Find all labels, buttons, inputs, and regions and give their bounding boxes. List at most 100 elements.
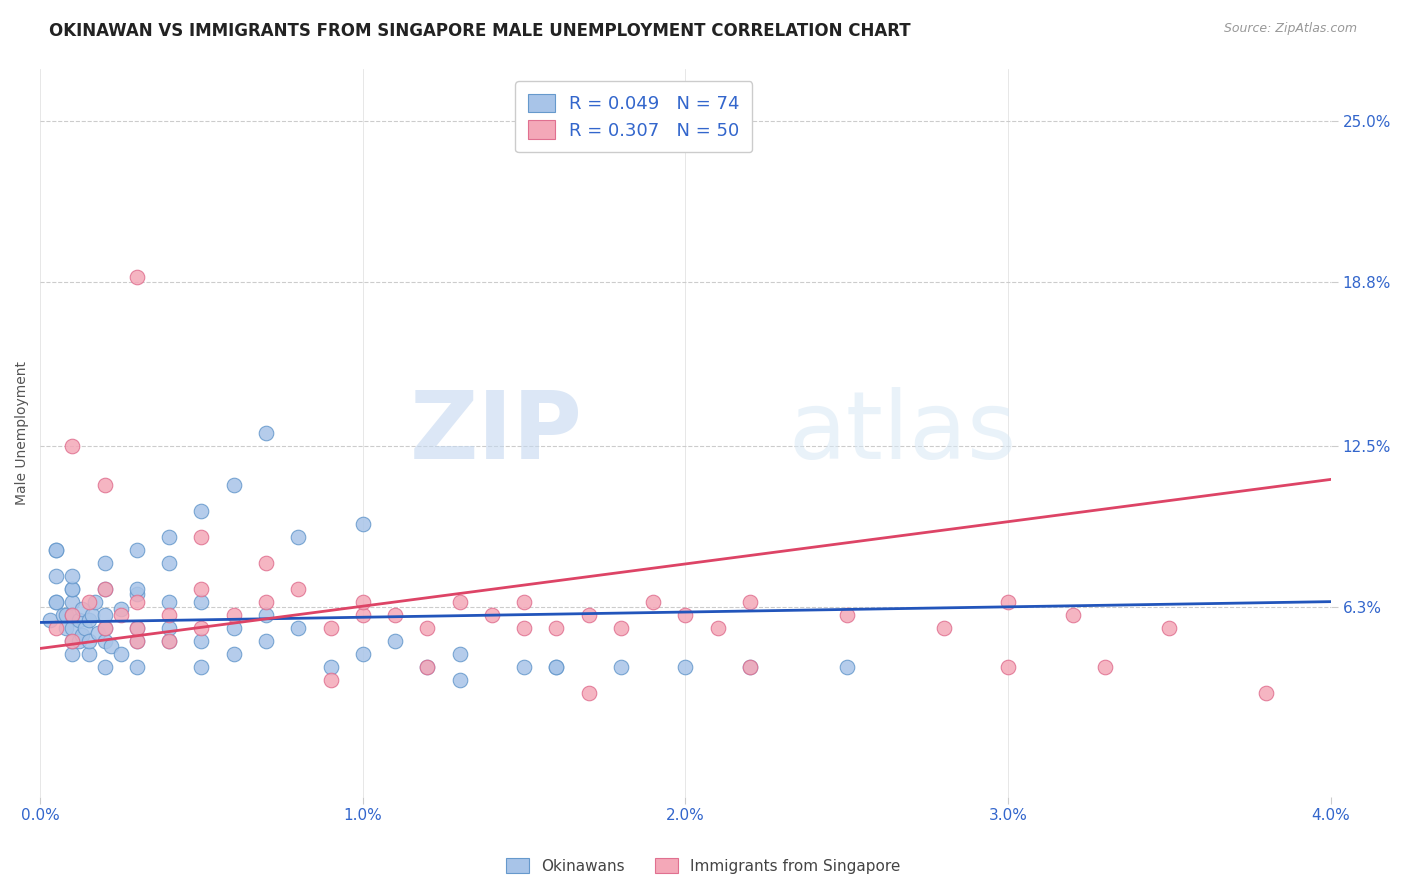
Point <box>70 602 93 616</box>
Point <box>70 628 93 642</box>
Point <box>55 607 77 622</box>
Point <box>610 659 633 673</box>
Point <box>77 613 100 627</box>
Point <box>60 594 83 608</box>
Point <box>52 607 75 622</box>
Point <box>190 582 212 596</box>
Point <box>157 633 180 648</box>
Point <box>449 647 471 661</box>
Point <box>222 607 245 622</box>
Point <box>1062 607 1084 622</box>
Point <box>352 594 374 608</box>
Point <box>222 621 245 635</box>
Point <box>110 602 132 616</box>
Point <box>157 556 180 570</box>
Point <box>93 633 115 648</box>
Point <box>254 556 277 570</box>
Point <box>287 530 309 544</box>
Point <box>738 594 761 608</box>
Point <box>352 647 374 661</box>
Point <box>190 659 212 673</box>
Point <box>675 607 697 622</box>
Point <box>125 587 148 601</box>
Text: ZIP: ZIP <box>409 386 582 479</box>
Point <box>93 621 115 635</box>
Point <box>449 594 471 608</box>
Point <box>125 542 148 557</box>
Point <box>738 659 761 673</box>
Point <box>67 613 90 627</box>
Point <box>60 621 83 635</box>
Point <box>416 659 439 673</box>
Text: OKINAWAN VS IMMIGRANTS FROM SINGAPORE MALE UNEMPLOYMENT CORRELATION CHART: OKINAWAN VS IMMIGRANTS FROM SINGAPORE MA… <box>49 22 911 40</box>
Point <box>513 659 536 673</box>
Point <box>157 607 180 622</box>
Point <box>546 659 568 673</box>
Point <box>125 633 148 648</box>
Point <box>835 607 858 622</box>
Y-axis label: Male Unemployment: Male Unemployment <box>15 360 30 505</box>
Point <box>352 516 374 531</box>
Legend: R = 0.049   N = 74, R = 0.307   N = 50: R = 0.049 N = 74, R = 0.307 N = 50 <box>515 81 752 153</box>
Point <box>190 530 212 544</box>
Point <box>610 621 633 635</box>
Point <box>254 425 277 440</box>
Point <box>45 542 67 557</box>
Point <box>45 594 67 608</box>
Point <box>93 556 115 570</box>
Point <box>125 621 148 635</box>
Point <box>1159 621 1181 635</box>
Point <box>93 621 115 635</box>
Point <box>481 607 503 622</box>
Point <box>932 621 955 635</box>
Point <box>60 633 83 648</box>
Point <box>84 594 107 608</box>
Point <box>190 633 212 648</box>
Point <box>190 503 212 517</box>
Point <box>384 607 406 622</box>
Point <box>60 633 83 648</box>
Point <box>125 633 148 648</box>
Point <box>60 647 83 661</box>
Point <box>60 607 83 622</box>
Point <box>513 621 536 635</box>
Point <box>60 582 83 596</box>
Point <box>60 439 83 453</box>
Point <box>93 607 115 622</box>
Point <box>75 621 97 635</box>
Point <box>190 594 212 608</box>
Point <box>513 594 536 608</box>
Point <box>1256 686 1278 700</box>
Text: Source: ZipAtlas.com: Source: ZipAtlas.com <box>1223 22 1357 36</box>
Point <box>45 542 67 557</box>
Point <box>125 582 148 596</box>
Point <box>38 613 60 627</box>
Text: atlas: atlas <box>789 386 1017 479</box>
Point <box>45 568 67 582</box>
Point <box>93 582 115 596</box>
Point <box>319 621 342 635</box>
Point <box>738 659 761 673</box>
Point <box>546 659 568 673</box>
Point <box>254 594 277 608</box>
Point <box>77 647 100 661</box>
Point <box>125 659 148 673</box>
Point <box>55 621 77 635</box>
Point <box>222 647 245 661</box>
Legend: Okinawans, Immigrants from Singapore: Okinawans, Immigrants from Singapore <box>499 852 907 880</box>
Point <box>125 269 148 284</box>
Point <box>93 582 115 596</box>
Point <box>77 633 100 648</box>
Point <box>157 621 180 635</box>
Point <box>125 621 148 635</box>
Point <box>93 659 115 673</box>
Point <box>254 633 277 648</box>
Point <box>319 673 342 687</box>
Point <box>449 673 471 687</box>
Point <box>319 659 342 673</box>
Point <box>80 607 103 622</box>
Point <box>93 477 115 491</box>
Point <box>157 633 180 648</box>
Point <box>643 594 665 608</box>
Point <box>67 633 90 648</box>
